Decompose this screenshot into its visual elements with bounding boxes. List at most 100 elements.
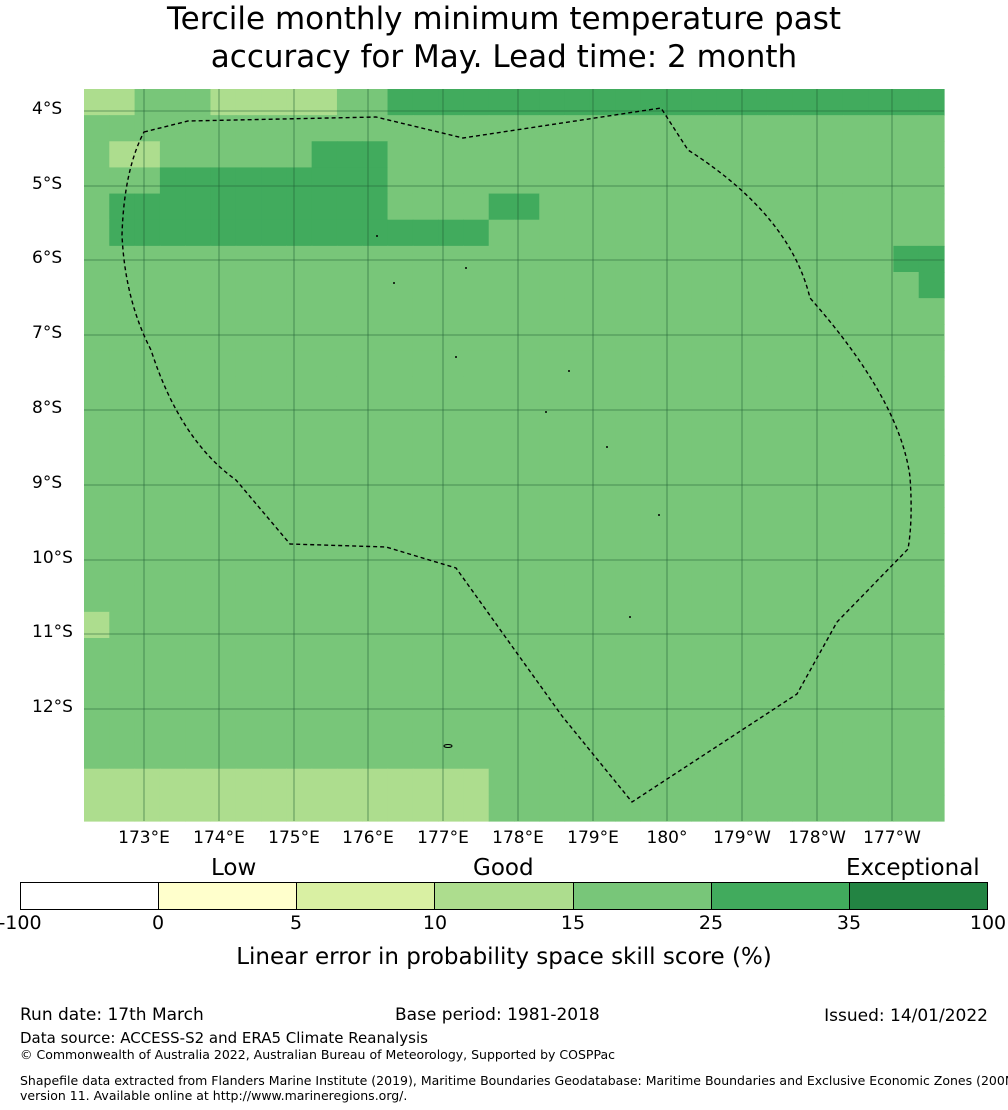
skill-cell	[84, 272, 110, 299]
skill-cell	[615, 533, 642, 561]
skill-cell	[412, 245, 439, 273]
skill-cell	[362, 245, 389, 273]
skill-cell	[868, 298, 895, 325]
skill-cell	[615, 324, 642, 352]
skill-cell	[564, 324, 591, 352]
skill-cell	[159, 481, 186, 508]
skill-cell	[159, 350, 186, 378]
skill-cell	[868, 272, 895, 299]
skill-cell	[286, 611, 313, 639]
skill-cell	[387, 376, 414, 404]
skill-cell	[589, 298, 616, 325]
skill-cell	[691, 324, 717, 352]
skill-cell	[109, 350, 136, 378]
skill-cell	[387, 115, 414, 142]
skill-cell	[185, 141, 212, 169]
skill-cell	[842, 481, 869, 508]
skill-cell	[311, 89, 338, 116]
skill-cell	[463, 638, 490, 665]
colorbar-tick: 5	[289, 912, 303, 934]
skill-cell	[893, 219, 920, 247]
skill-cell	[842, 428, 869, 456]
skill-cell	[640, 481, 667, 508]
skill-cell	[185, 324, 212, 352]
skill-cell	[792, 742, 819, 770]
skill-cell	[615, 664, 642, 691]
skill-cell	[159, 298, 186, 325]
skill-cell	[463, 272, 490, 299]
skill-cell	[842, 219, 869, 247]
skill-cell	[261, 402, 287, 430]
skill-cell	[868, 742, 895, 770]
skill-cell	[84, 89, 110, 116]
skill-cell	[893, 768, 920, 796]
skill-cell	[589, 664, 616, 691]
skill-cell	[640, 559, 667, 587]
skill-cell	[488, 350, 515, 378]
skill-cell	[362, 638, 389, 665]
skill-cell	[311, 533, 338, 561]
skill-cell	[691, 585, 717, 613]
skill-cell	[134, 167, 161, 195]
skill-cell	[817, 141, 844, 169]
skill-cell	[766, 664, 793, 691]
skill-cell	[665, 298, 692, 325]
skill-cell	[589, 768, 616, 796]
skill-cell	[488, 455, 515, 482]
skill-cell	[716, 402, 743, 430]
skill-cell	[842, 507, 869, 535]
skill-cell	[868, 638, 895, 665]
skill-cell	[842, 716, 869, 744]
skill-cell	[868, 455, 895, 482]
skill-cell	[109, 638, 136, 665]
skill-cell	[893, 690, 920, 718]
skill-cell	[589, 219, 616, 247]
skill-cell	[134, 638, 161, 665]
skill-cell	[311, 245, 338, 273]
lon-label: 175°E	[268, 828, 320, 848]
graticule-lines	[84, 89, 944, 821]
skill-cell	[185, 716, 212, 744]
skill-cell	[792, 611, 819, 639]
skill-cell	[741, 481, 768, 508]
skill-cell	[564, 376, 591, 404]
skill-cell	[438, 141, 465, 169]
skill-cell	[589, 350, 616, 378]
skill-cell	[185, 167, 212, 195]
skill-cell	[109, 664, 136, 691]
skill-cell	[134, 376, 161, 404]
skill-cell	[691, 768, 717, 796]
skill-cell	[362, 324, 389, 352]
skill-cell	[691, 611, 717, 639]
skill-cell	[817, 193, 844, 221]
skill-cell	[691, 428, 717, 456]
skill-cell	[918, 324, 945, 352]
skill-cell	[286, 481, 313, 508]
skill-cell	[868, 690, 895, 718]
skill-cell	[615, 716, 642, 744]
skill-cell	[691, 298, 717, 325]
skill-cell	[159, 89, 186, 116]
skill-cell	[817, 716, 844, 744]
lon-label: 179°W	[713, 828, 771, 848]
skill-cell	[84, 350, 110, 378]
skill-cell	[235, 298, 262, 325]
skill-cell	[691, 272, 717, 299]
skill-cell	[412, 716, 439, 744]
skill-cell	[438, 272, 465, 299]
skill-cell	[261, 585, 287, 613]
skill-cell	[691, 638, 717, 665]
skill-cell	[691, 89, 717, 116]
skill-cell	[438, 89, 465, 116]
skill-cell	[134, 611, 161, 639]
skill-cell	[311, 141, 338, 169]
skill-cell	[716, 638, 743, 665]
island-mark	[545, 411, 547, 413]
skill-cell	[185, 402, 212, 430]
skill-cell	[640, 507, 667, 535]
skill-cell	[286, 219, 313, 247]
skill-cell	[640, 664, 667, 691]
skill-cell	[109, 559, 136, 587]
skill-cell	[893, 716, 920, 744]
skill-cell	[716, 219, 743, 247]
